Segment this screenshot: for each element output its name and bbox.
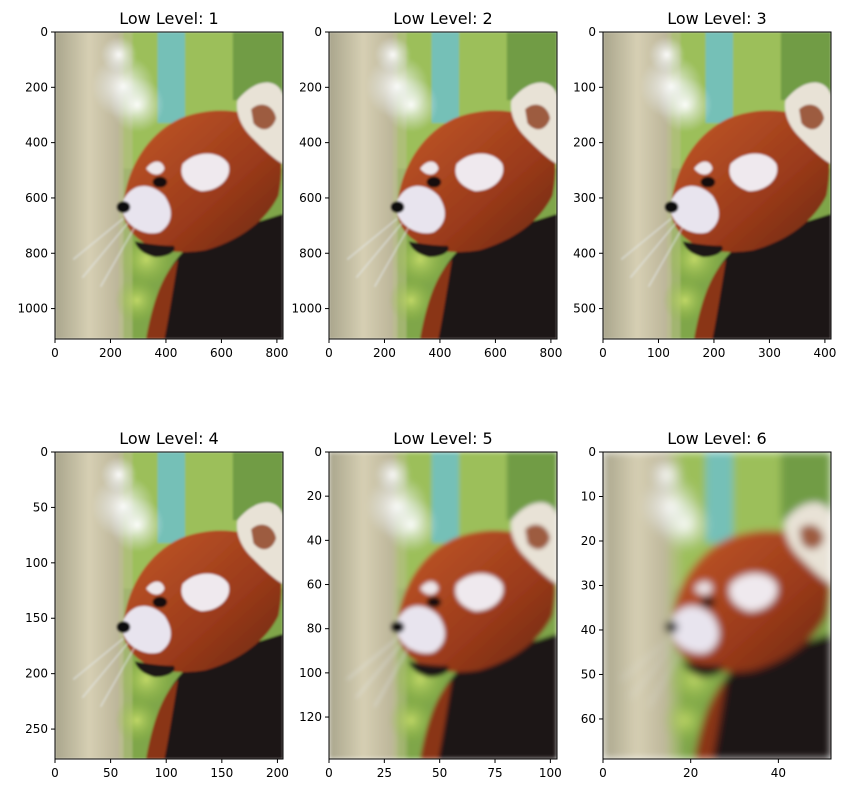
y-tick-label: 50 xyxy=(581,667,596,681)
red-panda-image xyxy=(55,452,283,759)
y-tick-label: 80 xyxy=(307,622,322,636)
subplot-4: Low Level: 4 0 50 100 150 200 0 50 100 150 200 250 xyxy=(25,429,289,780)
y-tick-label: 200 xyxy=(25,667,48,681)
y-tick-label: 40 xyxy=(307,533,322,547)
axes-frame xyxy=(328,451,558,760)
red-panda-image xyxy=(603,452,831,759)
y-tick-label: 0 xyxy=(314,25,322,39)
y-tick-label: 400 xyxy=(299,136,322,150)
red-panda-image xyxy=(55,32,283,339)
subplot-1: Low Level: 1 0 200 400 600 800 0 200 400 600 800 10… xyxy=(17,9,288,360)
subplot-title: Low Level: 5 xyxy=(393,429,492,448)
subplot-grid: Low Level: 10 200 400 600 800020040060080010… xyxy=(17,9,836,780)
x-tick-label: 0 xyxy=(51,766,59,780)
y-tick-label: 20 xyxy=(307,489,322,503)
y-tick-label: 0 xyxy=(588,25,596,39)
x-tick-label: 200 xyxy=(99,346,122,360)
x-tick-label: 400 xyxy=(813,346,836,360)
y-tick-label: 150 xyxy=(25,611,48,625)
x-tick-label: 200 xyxy=(702,346,725,360)
x-tick-label: 400 xyxy=(154,346,177,360)
x-tick-label: 50 xyxy=(432,766,447,780)
y-tick-label: 20 xyxy=(581,534,596,548)
x-tick-label: 0 xyxy=(599,766,607,780)
x-tick-label: 200 xyxy=(373,346,396,360)
red-panda-image xyxy=(603,32,831,339)
y-tick-label: 0 xyxy=(40,25,48,39)
y-tick-label: 800 xyxy=(25,246,48,260)
y-tick-label: 0 xyxy=(314,445,322,459)
subplot-title: Low Level: 6 xyxy=(667,429,766,448)
subplot-title: Low Level: 2 xyxy=(393,9,492,28)
x-tick-label: 100 xyxy=(647,346,670,360)
y-tick-label: 800 xyxy=(299,246,322,260)
subplot-5: Low Level: 5 0 25 50 75 100 0 20 40 60 80 100 120 xyxy=(299,429,562,780)
y-tick-label: 120 xyxy=(299,710,322,724)
red-panda-image xyxy=(329,452,557,759)
x-tick-label: 0 xyxy=(599,346,607,360)
axes-frame xyxy=(602,31,832,340)
y-tick-label: 50 xyxy=(33,500,48,514)
y-tick-label: 60 xyxy=(581,712,596,726)
subplot-title: Low Level: 4 xyxy=(119,429,218,448)
subplot-3: Low Level: 3 0 100 200 300 400 0 100 200 300 400 50… xyxy=(573,9,836,360)
y-tick-label: 400 xyxy=(25,136,48,150)
subplot-title: Low Level: 3 xyxy=(667,9,766,28)
x-tick-label: 20 xyxy=(683,766,698,780)
y-tick-label: 0 xyxy=(588,445,596,459)
x-tick-label: 150 xyxy=(210,766,233,780)
x-tick-label: 0 xyxy=(325,346,333,360)
x-tick-label: 400 xyxy=(428,346,451,360)
x-tick-label: 200 xyxy=(266,766,289,780)
axes-frame xyxy=(602,451,832,760)
x-tick-label: 800 xyxy=(265,346,288,360)
y-tick-label: 30 xyxy=(581,578,596,592)
y-tick-label: 600 xyxy=(299,191,322,205)
y-tick-label: 100 xyxy=(573,80,596,94)
subplot-title: Low Level: 1 xyxy=(119,9,218,28)
y-tick-label: 0 xyxy=(40,445,48,459)
red-panda-image xyxy=(329,32,557,339)
y-tick-label: 200 xyxy=(573,136,596,150)
x-tick-label: 100 xyxy=(155,766,178,780)
y-tick-label: 100 xyxy=(299,666,322,680)
x-tick-label: 75 xyxy=(487,766,502,780)
y-tick-label: 100 xyxy=(25,556,48,570)
y-tick-label: 1000 xyxy=(17,302,48,316)
axes-frame xyxy=(54,451,284,760)
subplot-2: Low Level: 2 0 200 400 600 800 0 200 400 600 800 10… xyxy=(291,9,562,360)
x-tick-label: 25 xyxy=(377,766,392,780)
y-tick-label: 300 xyxy=(573,191,596,205)
x-tick-label: 800 xyxy=(539,346,562,360)
y-tick-label: 600 xyxy=(25,191,48,205)
y-tick-label: 1000 xyxy=(291,302,322,316)
x-tick-label: 0 xyxy=(51,346,59,360)
x-tick-label: 0 xyxy=(325,766,333,780)
axes-frame xyxy=(328,31,558,340)
x-tick-label: 300 xyxy=(758,346,781,360)
y-tick-label: 200 xyxy=(299,80,322,94)
x-tick-label: 600 xyxy=(210,346,233,360)
x-tick-label: 600 xyxy=(484,346,507,360)
y-tick-label: 40 xyxy=(581,623,596,637)
y-tick-label: 10 xyxy=(581,489,596,503)
x-tick-label: 100 xyxy=(539,766,562,780)
axes-frame xyxy=(54,31,284,340)
x-tick-label: 40 xyxy=(771,766,786,780)
y-tick-label: 250 xyxy=(25,722,48,736)
y-tick-label: 60 xyxy=(307,578,322,592)
subplot-6: Low Level: 6 0 20 40 0 10 20 30 40 50 60 xyxy=(581,429,832,780)
x-tick-label: 50 xyxy=(103,766,118,780)
y-tick-label: 500 xyxy=(573,302,596,316)
y-tick-label: 200 xyxy=(25,80,48,94)
y-tick-label: 400 xyxy=(573,246,596,260)
